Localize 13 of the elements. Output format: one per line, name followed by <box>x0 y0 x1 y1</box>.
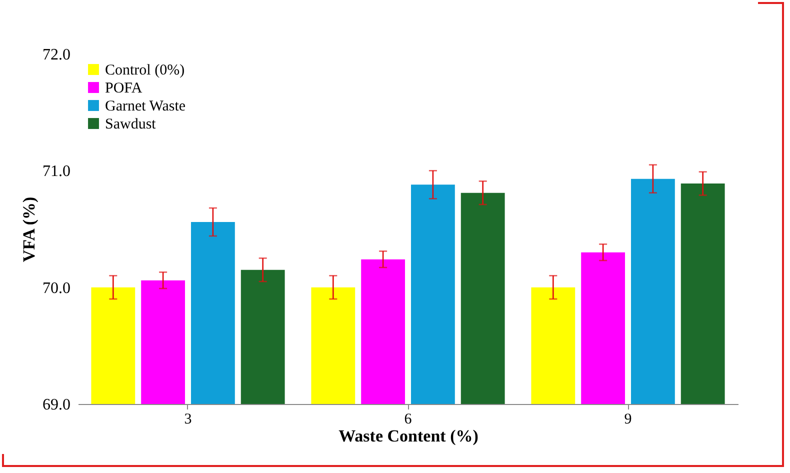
y-tick-label: 70.0 <box>42 280 70 297</box>
x-tick-label: 9 <box>624 412 632 428</box>
x-axis-title: Waste Content (%) <box>338 426 478 446</box>
legend-label: Sawdust <box>105 116 157 132</box>
legend-label: POFA <box>105 80 142 96</box>
x-tick-label: 3 <box>184 412 192 428</box>
legend-label: Control (0%) <box>105 62 185 78</box>
legend-label: Garnet Waste <box>105 98 186 114</box>
y-axis-title: VFA (%) <box>20 196 38 262</box>
y-tick-label: 69.0 <box>42 396 70 414</box>
x-tick-label: 6 <box>404 412 412 428</box>
y-tick-label: 72.0 <box>42 46 70 64</box>
y-tick-label: 71.0 <box>42 163 70 180</box>
